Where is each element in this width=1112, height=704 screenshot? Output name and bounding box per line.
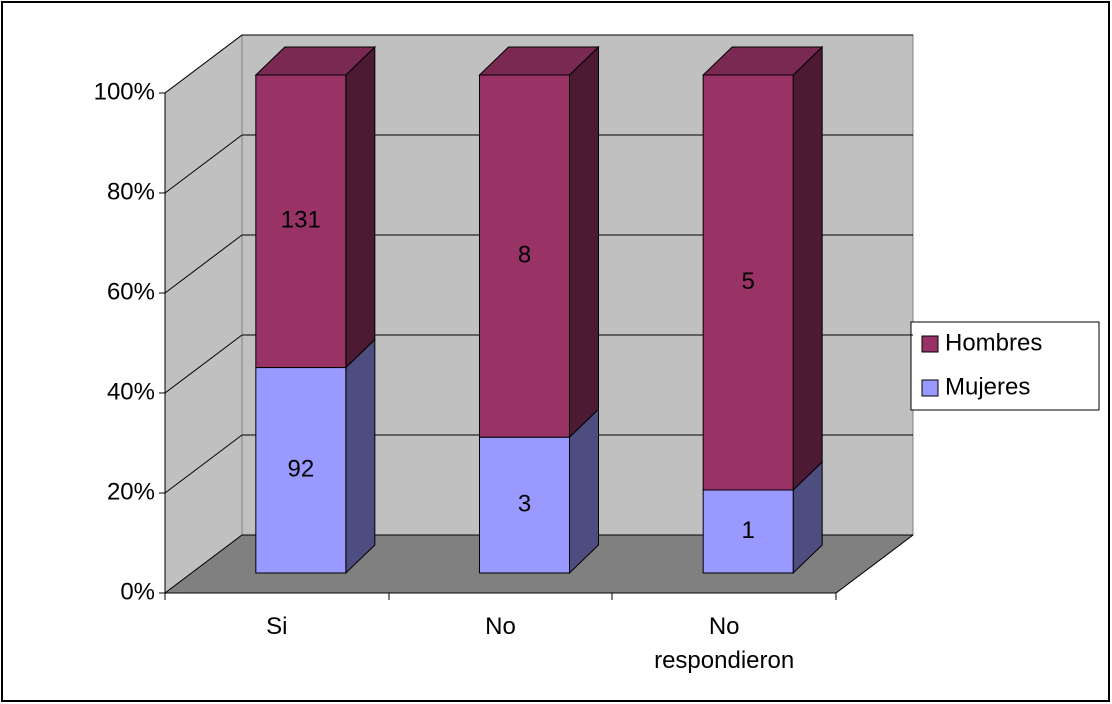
legend-label: Hombres [945, 329, 1042, 356]
grid-line [164, 134, 243, 194]
bar [479, 74, 570, 438]
side-wall [164, 33, 243, 595]
category-ticks [164, 593, 837, 600]
data-label: 3 [518, 490, 531, 517]
grid-line [164, 334, 243, 394]
grid-line [164, 34, 243, 94]
data-label: 92 [287, 456, 314, 483]
legend-swatch [921, 379, 939, 397]
y-tick-label: 20% [107, 478, 155, 505]
bar-side [569, 408, 599, 575]
grid-line [164, 434, 243, 494]
data-label: 5 [741, 268, 754, 295]
x-tick-label: No [485, 613, 516, 640]
grid-line [164, 534, 243, 594]
grid-line [164, 234, 243, 294]
bar [255, 367, 347, 574]
bar-side [569, 45, 599, 439]
data-label: 131 [281, 207, 321, 234]
y-tick-label: 80% [107, 178, 155, 205]
data-label: 8 [518, 241, 531, 268]
y-tick-label: 40% [107, 378, 155, 405]
y-tick-label: 0% [120, 578, 155, 605]
bar-side [792, 45, 823, 492]
x-tick-label: Si [266, 613, 288, 640]
y-tick-label: 60% [107, 278, 155, 305]
legend-label: Mujeres [945, 373, 1030, 400]
x-tick-label: No respondieron [654, 613, 795, 674]
bar [255, 74, 347, 369]
legend-swatch [921, 335, 939, 353]
legend [910, 321, 1100, 411]
bar [702, 74, 794, 491]
bar-side [345, 45, 376, 369]
floor-edge [835, 534, 914, 594]
bar [479, 436, 570, 574]
y-tick-label: 100% [94, 78, 155, 105]
data-label: 1 [741, 517, 754, 544]
bar-side [345, 338, 376, 575]
